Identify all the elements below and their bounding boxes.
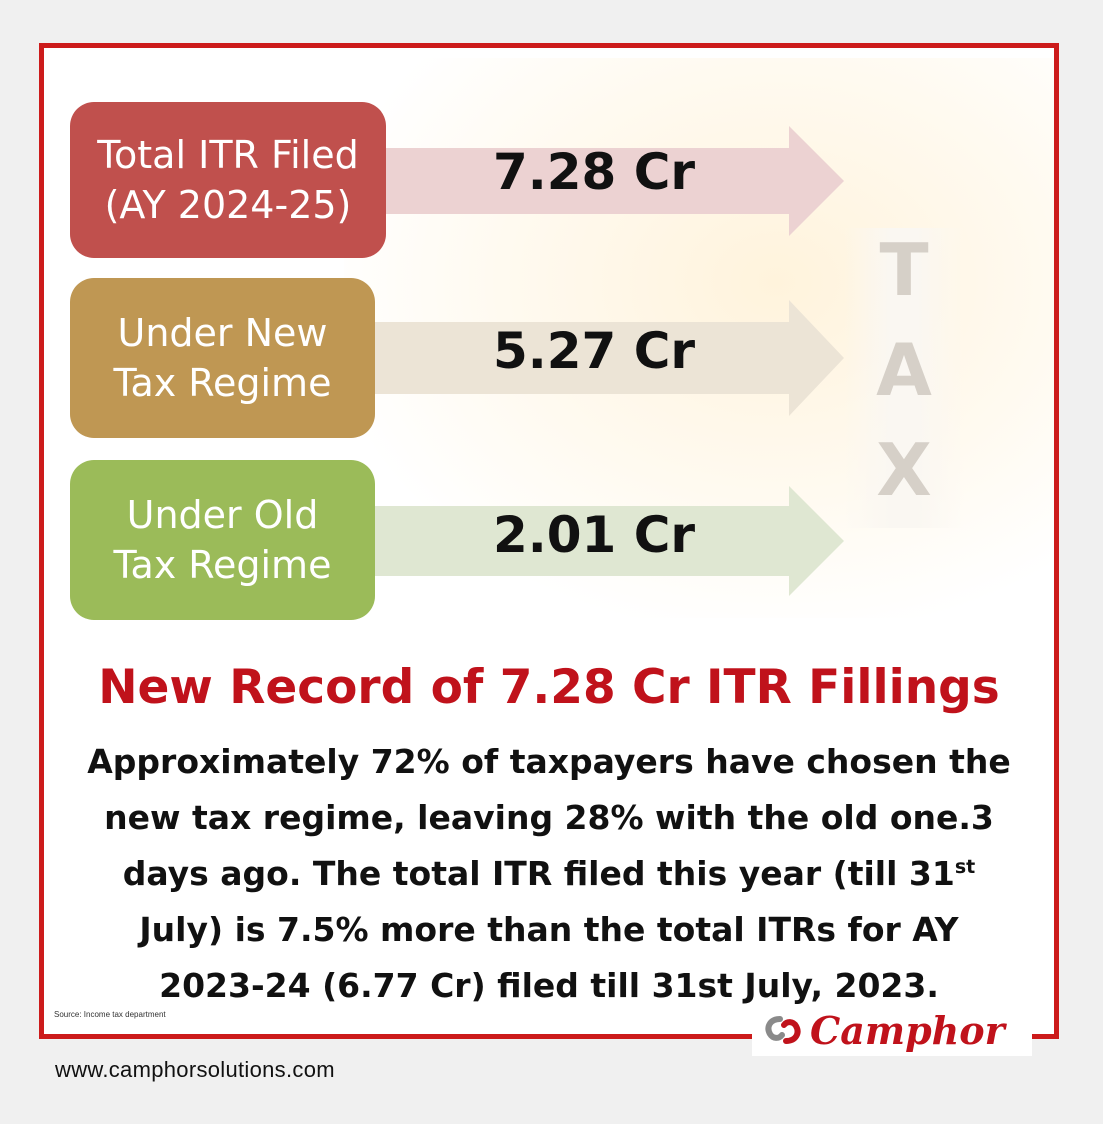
row-old-regime-arrow	[374, 486, 844, 596]
total-itr-label-line2: (AY 2024-25)	[104, 183, 352, 227]
headline: New Record of 7.28 Cr ITR Fillings	[98, 660, 1000, 715]
summary-line-1: Approximately 72% of taxpayers have chos…	[87, 742, 1011, 781]
summary-line-3-wrap: days ago. The total ITR filed this year …	[74, 846, 1024, 902]
tax-blocks-image: T A X	[844, 228, 964, 528]
total-itr-value: 7.28 Cr	[492, 143, 696, 201]
summary-paragraph: Approximately 72% of taxpayers have chos…	[74, 734, 1024, 1014]
arrow-shape	[384, 126, 844, 236]
arrow-shape	[374, 486, 844, 596]
row-total-itr: Total ITR Filed (AY 2024-25) 7.28 Cr	[44, 98, 1054, 258]
summary-line-5: 2023-24 (6.77 Cr) filed till 31st July, …	[159, 966, 939, 1005]
old-regime-label-box: Under Old Tax Regime	[70, 460, 375, 620]
summary-line-3: days ago. The total ITR filed this year …	[122, 854, 955, 893]
old-regime-value: 2.01 Cr	[492, 506, 696, 564]
total-itr-label-box: Total ITR Filed (AY 2024-25)	[70, 102, 386, 258]
new-regime-label-line1: Under New	[117, 311, 328, 355]
summary-line-4: July) is 7.5% more than the total ITRs f…	[139, 910, 959, 949]
row-new-regime: Under New Tax Regime 5.27 Cr	[44, 278, 1054, 438]
old-regime-label-line1: Under Old	[126, 493, 319, 537]
row-total-itr-arrow	[384, 126, 844, 236]
website-link[interactable]: www.camphorsolutions.com	[55, 1057, 335, 1082]
row-old-regime: Under Old Tax Regime 2.01 Cr	[44, 458, 1054, 620]
summary-line-3-sup: st	[954, 856, 976, 878]
old-regime-label-line2: Tax Regime	[113, 543, 332, 587]
summary-line-2: new tax regime, leaving 28% with the old…	[104, 798, 994, 837]
camphor-logo-icon	[765, 1016, 801, 1044]
total-itr-label-line1: Total ITR Filed	[97, 133, 359, 177]
row-new-regime-arrow	[374, 300, 844, 416]
arrow-shape	[374, 300, 844, 416]
new-regime-label-line2: Tax Regime	[113, 361, 332, 405]
new-regime-value: 5.27 Cr	[492, 322, 696, 380]
brand-logo: Camphor	[752, 1004, 1032, 1056]
infographic-frame: T A X Total ITR Filed (AY 2024-25) 7.28 …	[39, 43, 1059, 1039]
tax-letter-a: A	[876, 328, 932, 412]
brand-name: Camphor	[810, 1007, 1005, 1053]
new-regime-label-box: Under New Tax Regime	[70, 278, 375, 438]
tax-letter-t: T	[879, 228, 929, 312]
source-note: Source: Income tax department	[54, 1010, 166, 1019]
tax-letter-x: X	[876, 428, 932, 512]
